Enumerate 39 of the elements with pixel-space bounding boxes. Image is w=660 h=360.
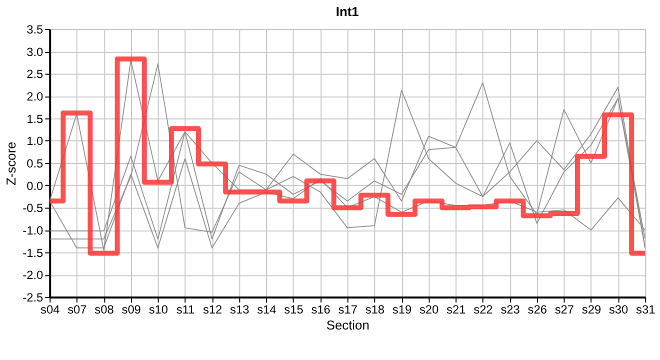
x-tick-label: s27 (554, 302, 574, 316)
y-tick-label: 2.5 (26, 67, 44, 82)
y-tick-label: 1.0 (26, 134, 44, 148)
y-tick-label: -1.0 (22, 224, 44, 238)
x-tick-label: s13 (230, 302, 250, 316)
x-tick-label: s30 (608, 302, 629, 316)
x-tick-label: s21 (446, 302, 466, 316)
x-tick-label: s11 (176, 302, 195, 316)
x-tick-label: s18 (365, 302, 385, 316)
x-tick-label: s15 (284, 302, 304, 316)
x-tick-label: s23 (500, 302, 520, 316)
x-tick-label: s12 (202, 302, 222, 316)
y-tick-label: -2.5 (22, 290, 44, 304)
x-tick-label: s17 (338, 302, 358, 316)
x-tick-label: s20 (419, 302, 440, 316)
x-tick-label: s22 (474, 302, 494, 316)
x-tick-label: s10 (148, 302, 168, 316)
x-tick-label: s09 (122, 302, 142, 316)
y-axis-title: Z-score (4, 142, 19, 186)
x-axis-title: Section (326, 317, 370, 332)
chart-title: Int1 (336, 4, 359, 20)
y-tick-label: 3.0 (26, 44, 44, 59)
x-tick-label: s16 (311, 302, 331, 316)
y-tick-label: -2.0 (22, 268, 44, 282)
x-tick-label: s14 (257, 302, 277, 316)
x-tick-label: s31 (636, 302, 656, 316)
y-tick-label: 1.5 (26, 112, 44, 126)
x-tick-label: s04 (40, 302, 60, 316)
y-tick-label: -1.5 (22, 246, 44, 260)
y-tick-label: 0.5 (26, 156, 44, 171)
x-tick-label: s07 (68, 302, 88, 316)
y-tick-label: 2.0 (26, 90, 44, 104)
y-tick-label: 0.0 (26, 178, 44, 193)
x-tick-label: s08 (94, 302, 114, 316)
y-tick-label: 3.5 (26, 22, 44, 37)
x-tick-label: s19 (392, 302, 412, 316)
y-tick-label: -0.5 (22, 201, 44, 216)
x-tick-label: s26 (528, 302, 548, 316)
x-tick-label: s29 (582, 302, 602, 316)
